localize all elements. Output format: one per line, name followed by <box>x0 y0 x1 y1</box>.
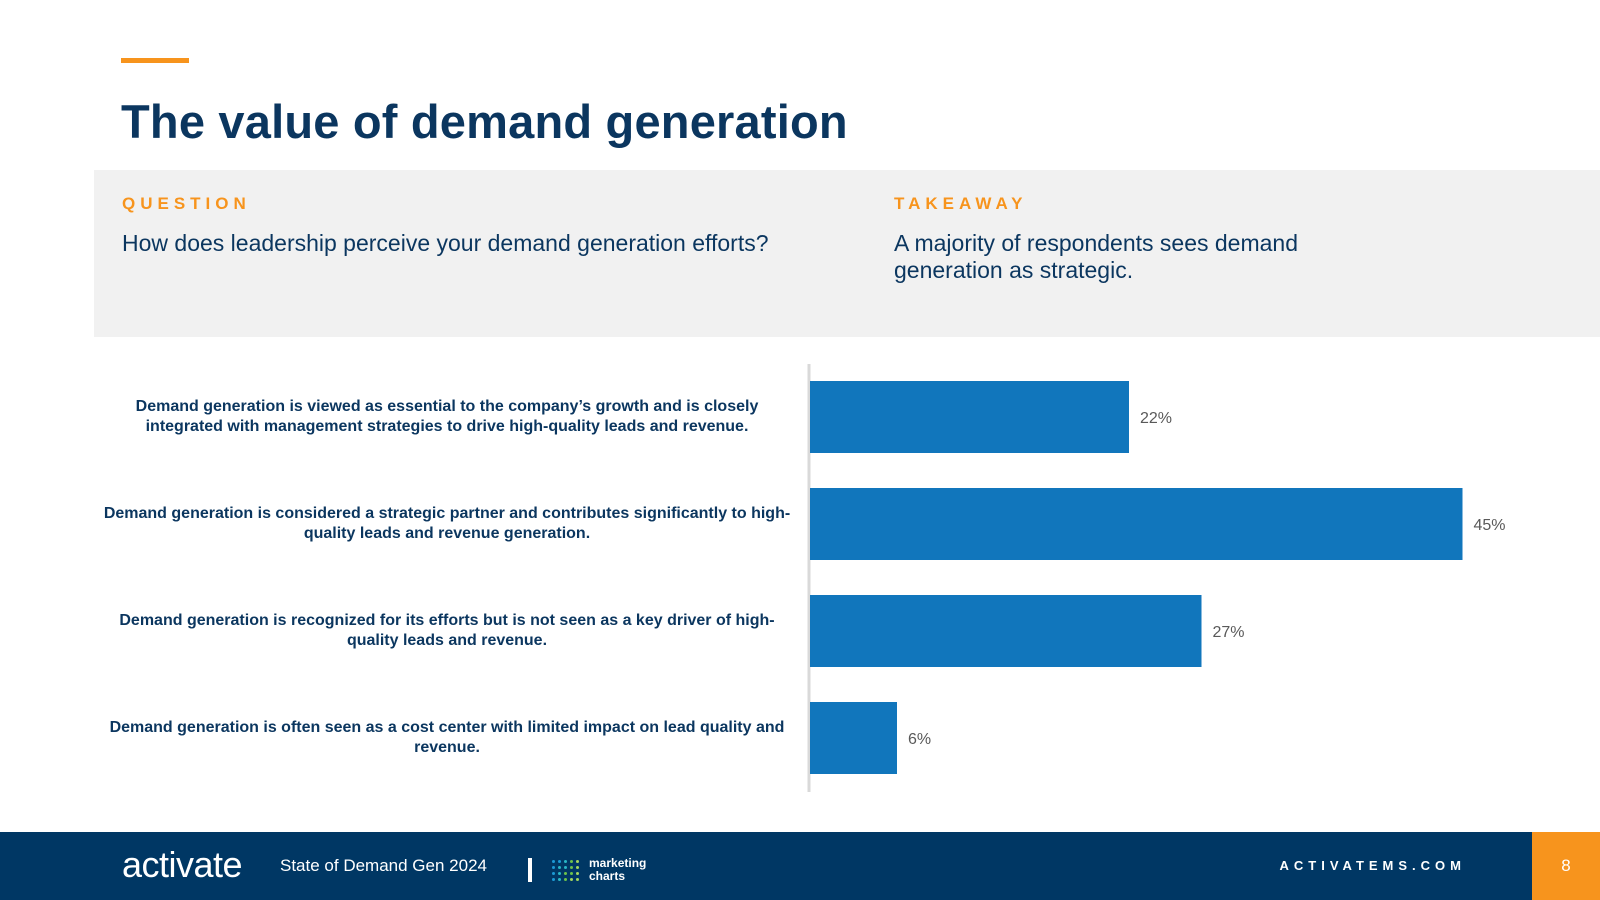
bar-chart-canvas: 22% 45% 27% 6% <box>807 364 1506 792</box>
marketing-charts-logo: marketing charts <box>552 857 646 883</box>
footer: activate State of Demand Gen 2024 market… <box>0 832 1600 900</box>
bar-category-label-3: Demand generation is recognized for its … <box>119 612 775 649</box>
question-takeaway-panel: QUESTION How does leadership perceive yo… <box>94 170 1600 337</box>
site-url[interactable]: ACTIVATEMS.COM <box>1279 858 1466 873</box>
title-accent-line <box>121 58 189 63</box>
bar-2 <box>810 488 1463 560</box>
footer-divider <box>528 858 532 882</box>
partner-name-line-1: marketing <box>589 856 647 870</box>
bar-value-label-1: 22% <box>1140 410 1172 427</box>
bar-chart: 22% 45% 27% 6% Demand generation is viewed … <box>0 360 1600 792</box>
bar-value-label-4: 6% <box>908 731 931 748</box>
bar-category-label-4: Demand generation is often seen as a cos… <box>109 719 785 756</box>
takeaway-text: A majority of respondents sees demand ge… <box>894 230 1299 283</box>
page-title: The value of demand generation <box>121 95 848 148</box>
partner-name-line-2: charts <box>589 869 626 883</box>
takeaway-heading: TAKEAWAY <box>894 194 1028 213</box>
bar-1 <box>810 381 1129 453</box>
page-number: 8 <box>1561 856 1571 875</box>
bar-category-label-2: Demand generation is considered a strate… <box>103 505 791 542</box>
activate-logo: activate <box>122 844 243 885</box>
marketing-charts-dots-icon <box>552 859 579 881</box>
page-number-box: 8 <box>1532 832 1600 900</box>
question-heading: QUESTION <box>122 194 251 213</box>
bar-category-label-1: Demand generation is viewed as essential… <box>135 398 759 435</box>
bar-3 <box>810 595 1202 667</box>
bar-value-label-3: 27% <box>1213 624 1245 641</box>
report-name: State of Demand Gen 2024 <box>280 856 487 875</box>
question-text: How does leadership perceive your demand… <box>122 230 769 256</box>
bar-4 <box>810 702 897 774</box>
marketing-charts-name: marketing charts <box>589 857 646 883</box>
bar-value-label-2: 45% <box>1474 517 1506 534</box>
